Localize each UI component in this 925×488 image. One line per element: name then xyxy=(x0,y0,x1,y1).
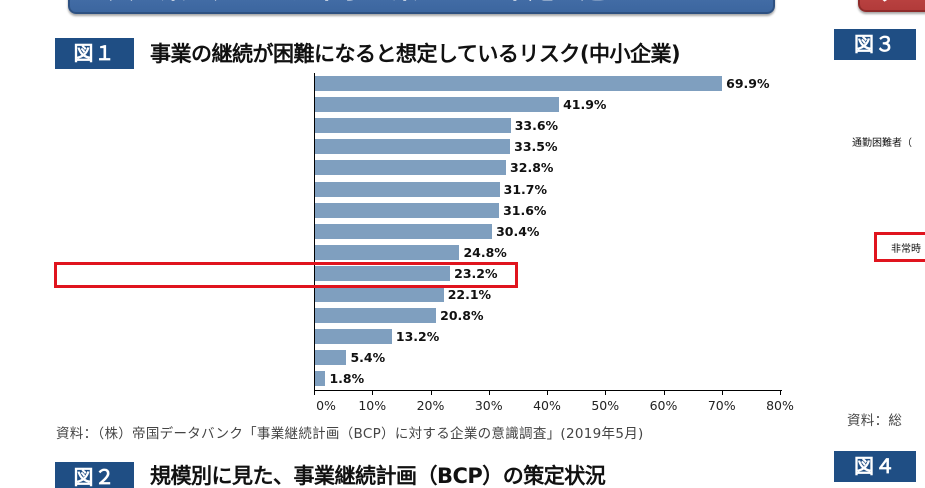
value-label: 23.2% xyxy=(454,265,498,281)
bar xyxy=(315,329,392,345)
bar xyxy=(315,371,326,387)
figure2-title: 規模別に見た、事業継続計画（BCP）の策定状況 xyxy=(150,464,606,488)
x-tick-label: 60% xyxy=(649,398,678,413)
bar xyxy=(315,350,347,366)
figure3-badge: 図３ xyxy=(834,29,916,60)
figure1-title: 事業の継続が困難になると想定しているリスク(中小企業) xyxy=(150,42,681,66)
figure2-badge: 図２ xyxy=(55,462,134,488)
headline-text: 大企業に比べて、中小企業のBCP策定は遅れていない xyxy=(108,0,735,5)
x-tick-label: 40% xyxy=(533,398,561,413)
x-tick xyxy=(372,390,374,395)
highlight-infection-row xyxy=(54,262,518,288)
bar xyxy=(315,118,511,134)
right-headline-text: ア xyxy=(878,0,904,7)
headline-banner: 大企業に比べて、中小企業のBCP策定は遅れていない xyxy=(68,0,775,14)
bar xyxy=(315,139,511,155)
value-label: 13.2% xyxy=(395,329,440,345)
value-label: 31.7% xyxy=(503,181,548,197)
bar xyxy=(315,223,493,239)
x-tick xyxy=(488,390,490,395)
y-axis-line xyxy=(314,73,315,390)
x-tick-label: 80% xyxy=(766,398,794,413)
value-label: 41.9% xyxy=(563,97,607,113)
value-label: 1.8% xyxy=(329,371,365,387)
value-label: 20.8% xyxy=(440,308,484,324)
bar xyxy=(315,160,507,176)
x-tick xyxy=(780,390,781,395)
x-tick xyxy=(547,390,548,395)
x-tick-label: 30% xyxy=(474,398,503,413)
bar xyxy=(315,181,500,197)
figure4-badge: 図４ xyxy=(834,451,916,482)
x-tick xyxy=(721,390,723,395)
bar xyxy=(315,244,460,260)
figure1-source: 資料：（株）帝国データバンク「事業継続計画（BCP）に対する企業の意識調査」(2… xyxy=(56,426,644,442)
right-headline-banner: ア xyxy=(858,0,925,12)
figure3-emergency-label: 非常時 xyxy=(891,244,921,255)
value-label: 24.8% xyxy=(463,244,507,260)
value-label: 5.4% xyxy=(350,350,386,366)
figure1-badge: 図１ xyxy=(55,38,134,69)
bar xyxy=(315,202,500,218)
value-label: 69.9% xyxy=(726,76,770,91)
bar xyxy=(315,97,560,113)
bar xyxy=(315,76,723,91)
value-label: 33.5% xyxy=(514,139,558,155)
value-label: 31.6% xyxy=(503,202,547,218)
figure3-source: 資料：総 xyxy=(847,413,903,429)
value-label: 33.6% xyxy=(514,118,559,134)
figure3-commute-label: 通勤困難者（ xyxy=(852,138,912,149)
x-tick-label: 70% xyxy=(707,398,736,413)
x-tick-label: 50% xyxy=(591,398,620,413)
figure3-highlight xyxy=(874,232,925,262)
value-label: 22.1% xyxy=(447,287,492,302)
x-axis-line xyxy=(314,390,782,391)
value-label: 30.4% xyxy=(496,223,540,239)
x-tick-label: 0% xyxy=(316,398,336,413)
x-tick xyxy=(605,390,607,395)
x-tick-label: 10% xyxy=(358,398,387,413)
bar xyxy=(315,308,437,324)
x-tick xyxy=(314,390,315,395)
bar xyxy=(315,265,451,281)
x-tick-label: 20% xyxy=(416,398,445,413)
x-tick xyxy=(663,390,665,395)
x-tick xyxy=(430,390,432,395)
value-label: 32.8% xyxy=(510,160,554,176)
bar xyxy=(315,287,444,302)
